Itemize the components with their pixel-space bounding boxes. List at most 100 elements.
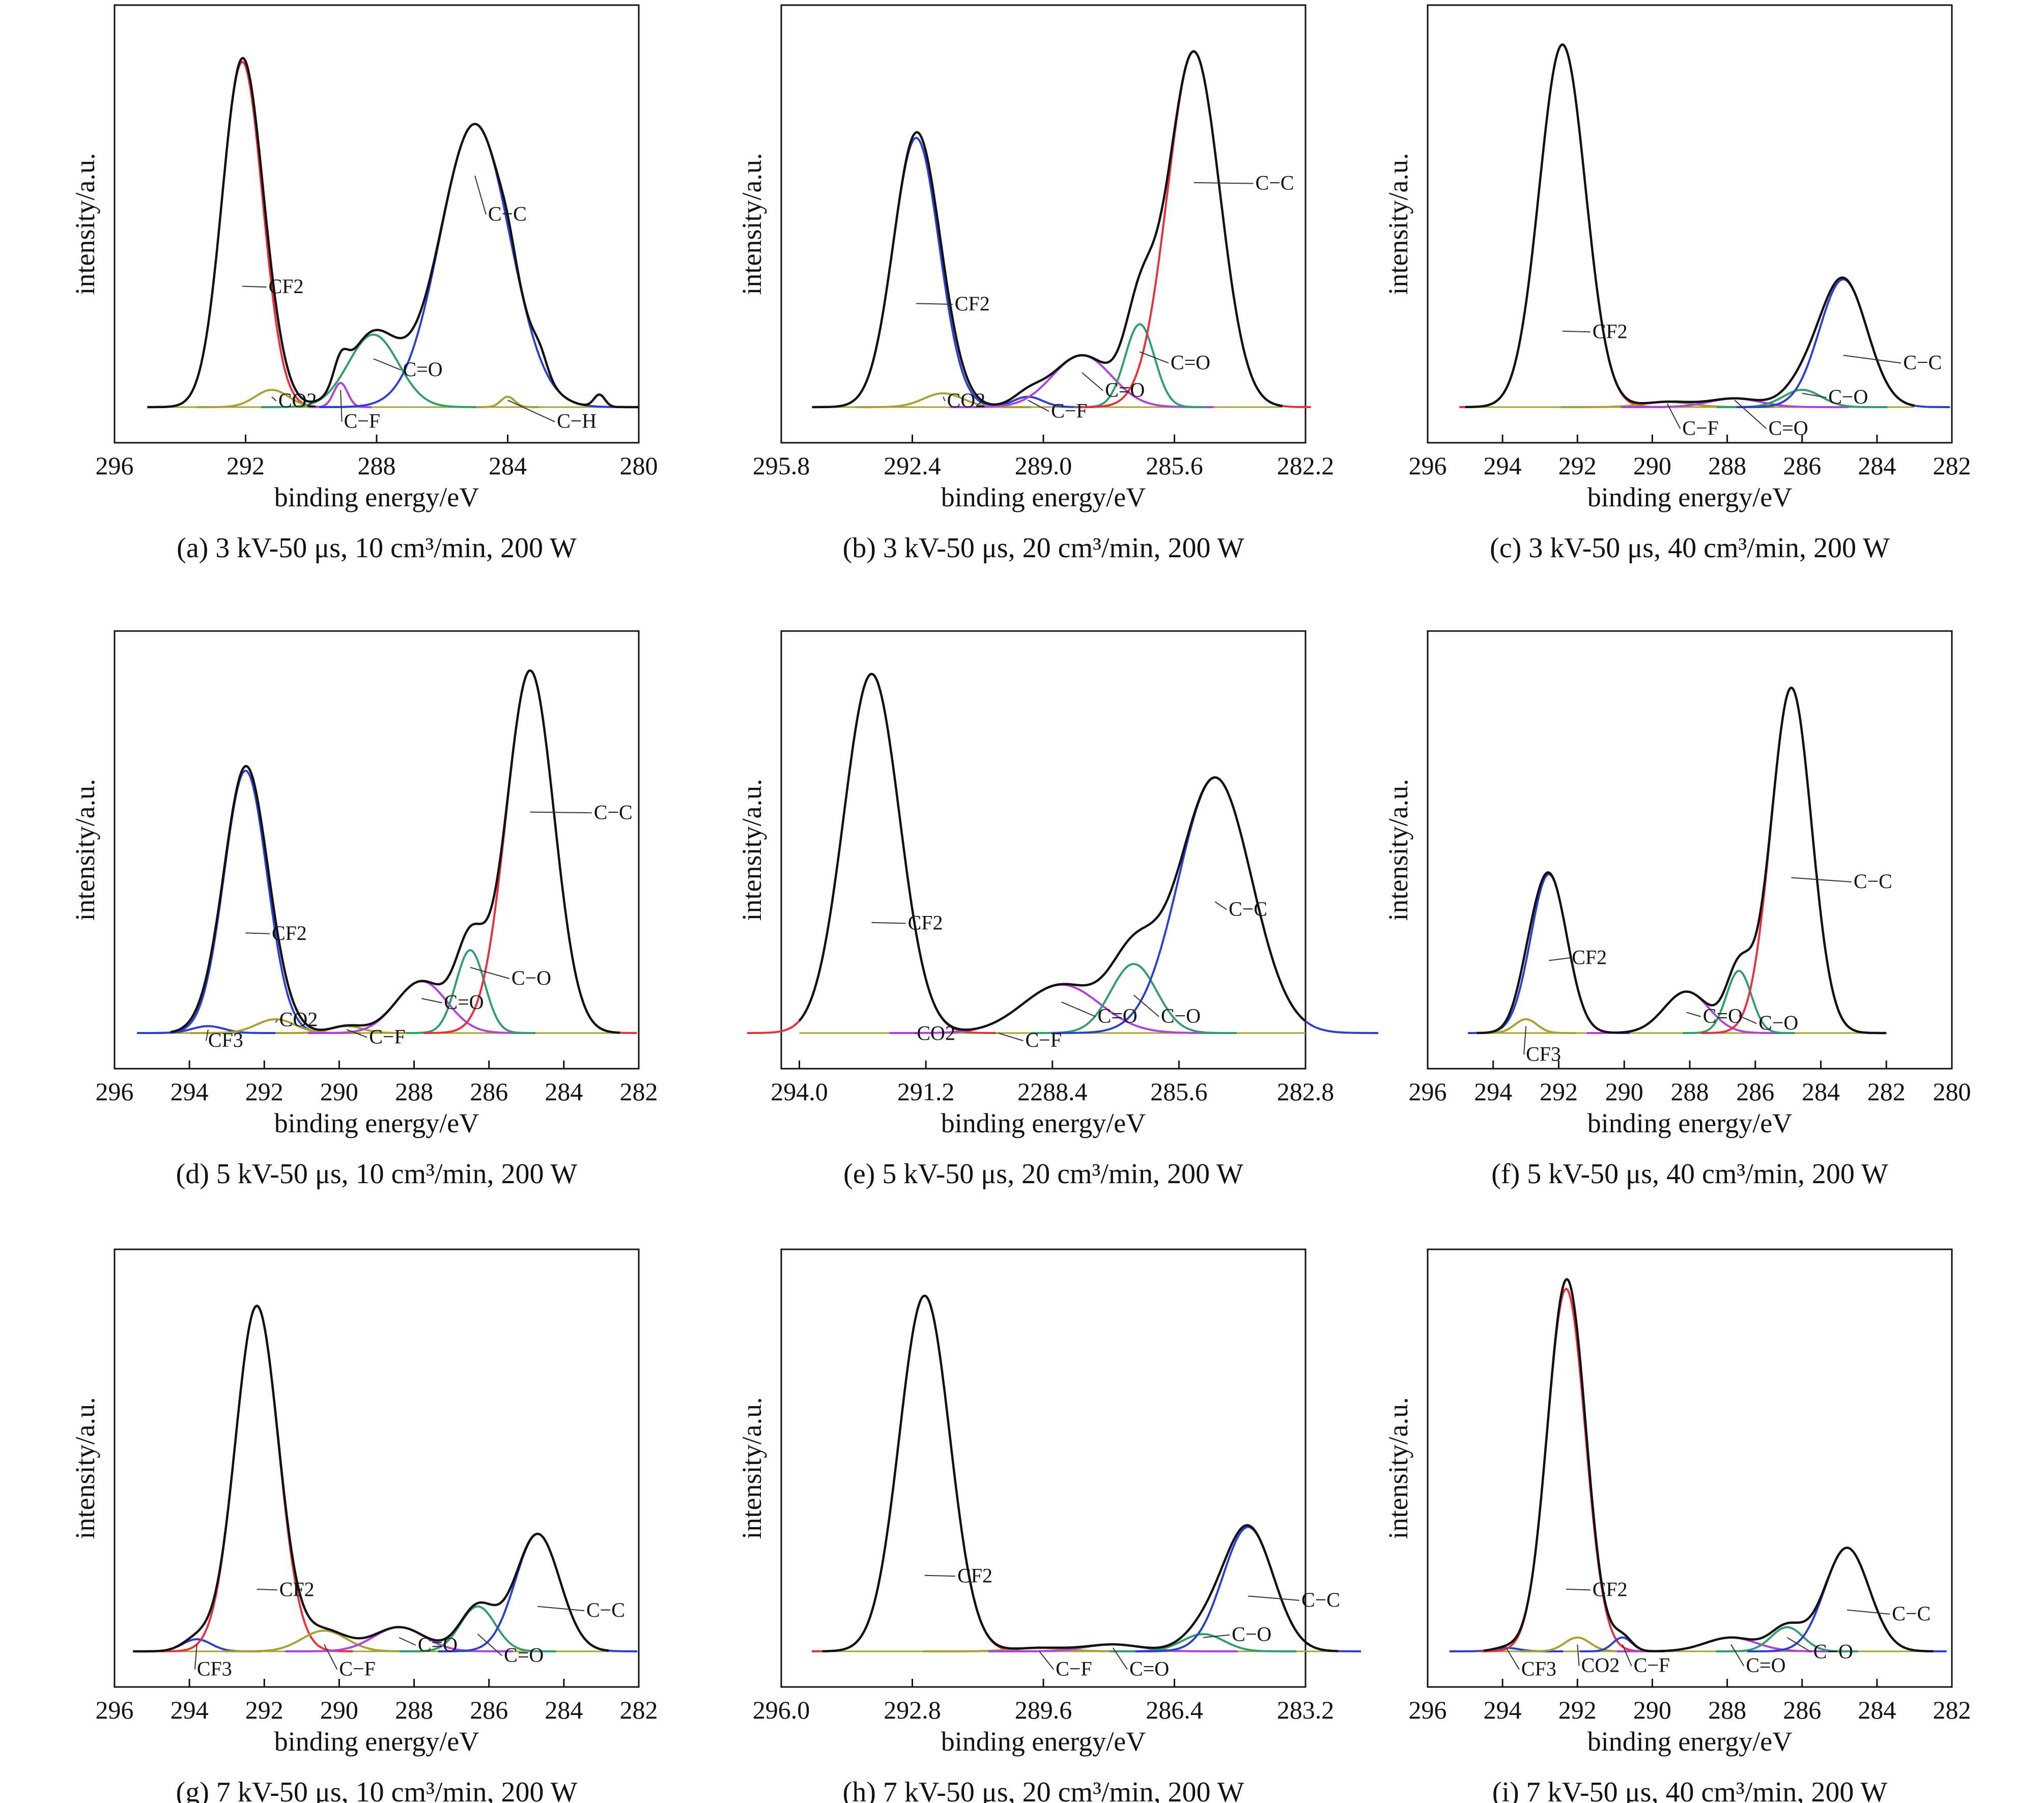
x-tick-label: 284 [545, 1696, 583, 1724]
plot-frame [113, 4, 640, 444]
x-tick-label: 290 [1605, 1077, 1643, 1106]
peak-c-c [1052, 776, 1378, 1034]
peak-leader-line [1028, 399, 1049, 412]
x-axis-label: binding energy/eV [1587, 482, 1792, 512]
x-tick-label: 286.4 [1146, 1696, 1203, 1724]
y-axis-label: intensity/a.u. [736, 153, 767, 295]
envelope-curve [133, 1304, 609, 1653]
peak-label: C=O [1105, 379, 1145, 402]
plot-frame [1427, 1248, 1953, 1688]
x-tick-label: 289.6 [1015, 1696, 1072, 1724]
peak-label: CF2 [1593, 320, 1628, 342]
x-tick-label: 292.8 [884, 1696, 941, 1724]
panel-caption: (a) 3 kV-50 μs, 10 cm³/min, 200 W [177, 532, 577, 564]
peak-leader-line [1802, 392, 1827, 398]
x-tick-label: 282.2 [1277, 451, 1335, 480]
peak-leader-line [1214, 901, 1227, 910]
peak-label: C−F [1051, 399, 1087, 422]
x-tick-label: 288 [358, 451, 396, 480]
envelope-curve [147, 56, 639, 409]
peak-label: CO2 [279, 1008, 318, 1031]
peak-leader-line [915, 1033, 917, 1035]
x-tick-label: 292 [245, 1077, 283, 1106]
peak-c-c [438, 1533, 638, 1652]
peak-leader-line [1622, 1644, 1632, 1667]
peak-leader-line [1666, 403, 1681, 429]
x-tick-label: 294 [171, 1696, 209, 1724]
peak-label: C−O [512, 966, 551, 989]
peak-c-h [476, 395, 539, 408]
peak-c-o [261, 333, 486, 408]
peak-leader-line [1203, 1634, 1230, 1638]
panel-i: 296 294 292 290 288 286 284 282 binding energy/e… [1383, 1248, 1971, 1803]
peak-leader-line [871, 922, 906, 924]
x-tick-label: 286 [470, 1077, 508, 1106]
peak-cf2 [1459, 43, 1666, 408]
peak-leader-line [340, 390, 343, 422]
peak-cf3 [1476, 1018, 1576, 1034]
peak-leader-line [1549, 957, 1570, 961]
peak-label: CO2 [1581, 1654, 1620, 1677]
peak-label: CO2 [278, 389, 317, 412]
peak-label: C−H [557, 410, 597, 433]
peak-cf2 [149, 769, 342, 1034]
envelope-curve [812, 50, 1283, 409]
peak-cf2 [811, 1294, 1038, 1652]
x-axis-label: binding energy/eV [941, 1108, 1146, 1138]
peak-leader-line [1730, 1644, 1745, 1667]
peak-leader-line [1791, 877, 1852, 882]
peak-leader-line [421, 998, 442, 1004]
x-tick-label: 2288.4 [1017, 1077, 1088, 1106]
peak-label: C−F [344, 410, 380, 433]
peak-leader-line [470, 967, 510, 979]
envelope-curve [1465, 43, 1915, 409]
peak-leader-line [916, 303, 953, 305]
plot-frame [780, 1248, 1307, 1688]
x-axis-label: binding energy/eV [274, 1108, 479, 1138]
envelope-curve [822, 1294, 1339, 1653]
x-tick-label: 288 [395, 1696, 433, 1724]
peak-leader-line [1562, 330, 1591, 333]
peak-label: CF2 [908, 911, 943, 934]
peak-cf2 [160, 1305, 353, 1652]
peak-leader-line [1112, 1647, 1128, 1670]
y-axis-label: intensity/a.u. [1383, 779, 1413, 921]
peak-label: C−C [1903, 351, 1942, 374]
peak-leader-line [275, 1019, 278, 1023]
panel-caption: (d) 5 kV-50 μs, 10 cm³/min, 200 W [176, 1158, 578, 1190]
peak-label: C−O [1828, 385, 1868, 408]
x-tick-label: 290 [320, 1696, 358, 1724]
peak-label: C=O [444, 991, 484, 1014]
peak-leader-line [1039, 1651, 1054, 1670]
x-axis-label: binding energy/eV [1587, 1726, 1792, 1757]
peak-leader-line [1786, 1637, 1812, 1653]
peak-leader-line [537, 1606, 585, 1612]
peak-label: CF2 [269, 275, 304, 298]
peak-label: C=O [1746, 1654, 1785, 1677]
x-tick-label: 288 [1708, 1696, 1746, 1724]
peak-leader-line [373, 358, 401, 370]
peak-cf2 [747, 673, 997, 1034]
panel-a: 296 292 288 284 280 binding energy/eV intensit… [70, 4, 658, 564]
peak-label: C=O [418, 1633, 458, 1656]
peak-co2 [1520, 1636, 1635, 1652]
x-tick-label: 294 [171, 1077, 209, 1106]
x-tick-label: 286 [1783, 1696, 1821, 1724]
peak-leader-line [324, 1644, 338, 1670]
plot-frame [113, 630, 640, 1070]
x-tick-label: 285.6 [1150, 1077, 1208, 1106]
x-tick-label: 280 [1933, 1077, 1971, 1106]
peak-label: C−C [586, 1598, 625, 1621]
y-axis-label: intensity/a.u. [736, 779, 767, 921]
y-axis-label: intensity/a.u. [736, 1397, 767, 1539]
x-tick-label: 282 [1867, 1077, 1906, 1106]
peak-co2 [855, 392, 1031, 408]
peak-cf2 [813, 136, 1019, 408]
x-tick-label: 296 [96, 451, 134, 480]
x-tick-label: 290 [320, 1077, 358, 1106]
peak-leader-line [346, 1029, 367, 1038]
envelope-curve [798, 672, 1307, 1031]
x-tick-label: 286 [1736, 1077, 1774, 1106]
panel-g: 296 294 292 290 288 286 284 282 binding energy/e… [70, 1248, 658, 1803]
peak-c-o [1716, 1626, 1859, 1652]
